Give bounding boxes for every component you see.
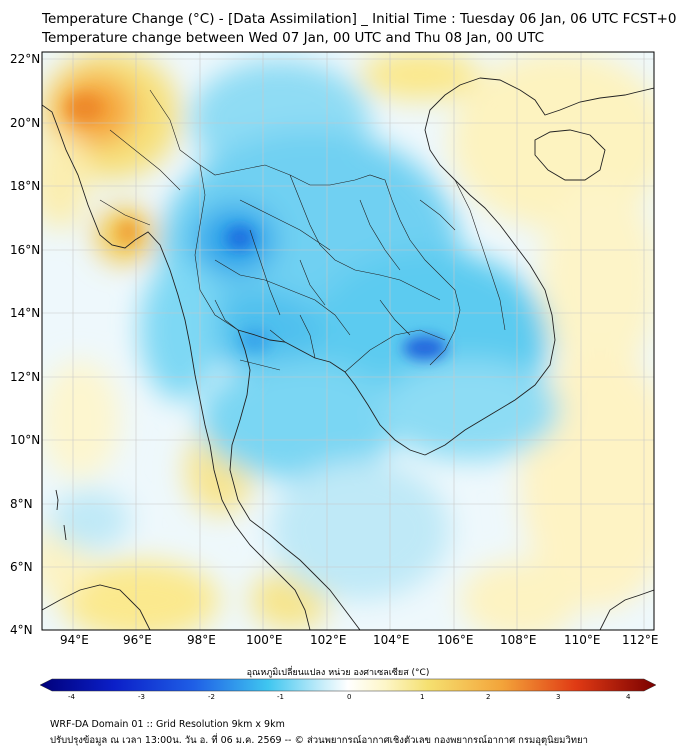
colorbar bbox=[40, 678, 656, 692]
lon-label-112e: 112°E bbox=[622, 633, 659, 647]
lon-label-106e: 106°E bbox=[437, 633, 474, 647]
lat-label-6n: 6°N bbox=[10, 560, 33, 574]
colorbar-tick-minus3: -3 bbox=[138, 693, 145, 701]
colorbar-tick-minus4: -4 bbox=[68, 693, 75, 701]
lon-label-96e: 96°E bbox=[123, 633, 152, 647]
lon-label-94e: 94°E bbox=[60, 633, 89, 647]
coastlines bbox=[42, 77, 654, 630]
temperature-change-map bbox=[41, 51, 655, 631]
lon-label-98e: 98°E bbox=[187, 633, 216, 647]
lon-label-110e: 110°E bbox=[564, 633, 601, 647]
lat-label-4n: 4°N bbox=[10, 623, 33, 637]
temperature-field bbox=[42, 52, 654, 630]
lat-label-20n: 20°N bbox=[10, 116, 41, 130]
footer-update-info: ปรับปรุงข้อมูล ณ เวลา 13:00น. วัน อ. ที่… bbox=[50, 735, 588, 746]
lat-label-10n: 10°N bbox=[10, 433, 41, 447]
colorbar-tick-4: 4 bbox=[626, 693, 631, 701]
colorbar-tick-1: 1 bbox=[420, 693, 425, 701]
admin-borders bbox=[99, 89, 506, 373]
colorbar-tick-minus1: -1 bbox=[277, 693, 284, 701]
lon-label-100e: 100°E bbox=[246, 633, 283, 647]
footer-model-info: WRF-DA Domain 01 :: Grid Resolution 9km … bbox=[50, 719, 285, 730]
graticule bbox=[42, 52, 654, 630]
map-subtitle: Temperature change between Wed 07 Jan, 0… bbox=[42, 30, 544, 46]
lat-label-18n: 18°N bbox=[10, 179, 41, 193]
colorbar-tick-0: 0 bbox=[347, 693, 352, 701]
colorbar-tick-2: 2 bbox=[486, 693, 491, 701]
lat-label-22n: 22°N bbox=[10, 52, 41, 66]
lat-label-8n: 8°N bbox=[10, 497, 33, 511]
lon-label-108e: 108°E bbox=[500, 633, 537, 647]
lon-label-102e: 102°E bbox=[310, 633, 347, 647]
colorbar-label: อุณหภูมิเปลี่ยนแปลง หน่วย องศาเซลเซียส (… bbox=[246, 668, 430, 678]
colorbar-tick-minus2: -2 bbox=[208, 693, 215, 701]
lat-label-14n: 14°N bbox=[10, 306, 41, 320]
lat-label-12n: 12°N bbox=[10, 370, 41, 384]
colorbar-tick-3: 3 bbox=[556, 693, 561, 701]
map-frame bbox=[41, 51, 655, 631]
map-title: Temperature Change (°C) - [Data Assimila… bbox=[42, 11, 676, 27]
lat-label-16n: 16°N bbox=[10, 243, 41, 257]
lon-label-104e: 104°E bbox=[373, 633, 410, 647]
